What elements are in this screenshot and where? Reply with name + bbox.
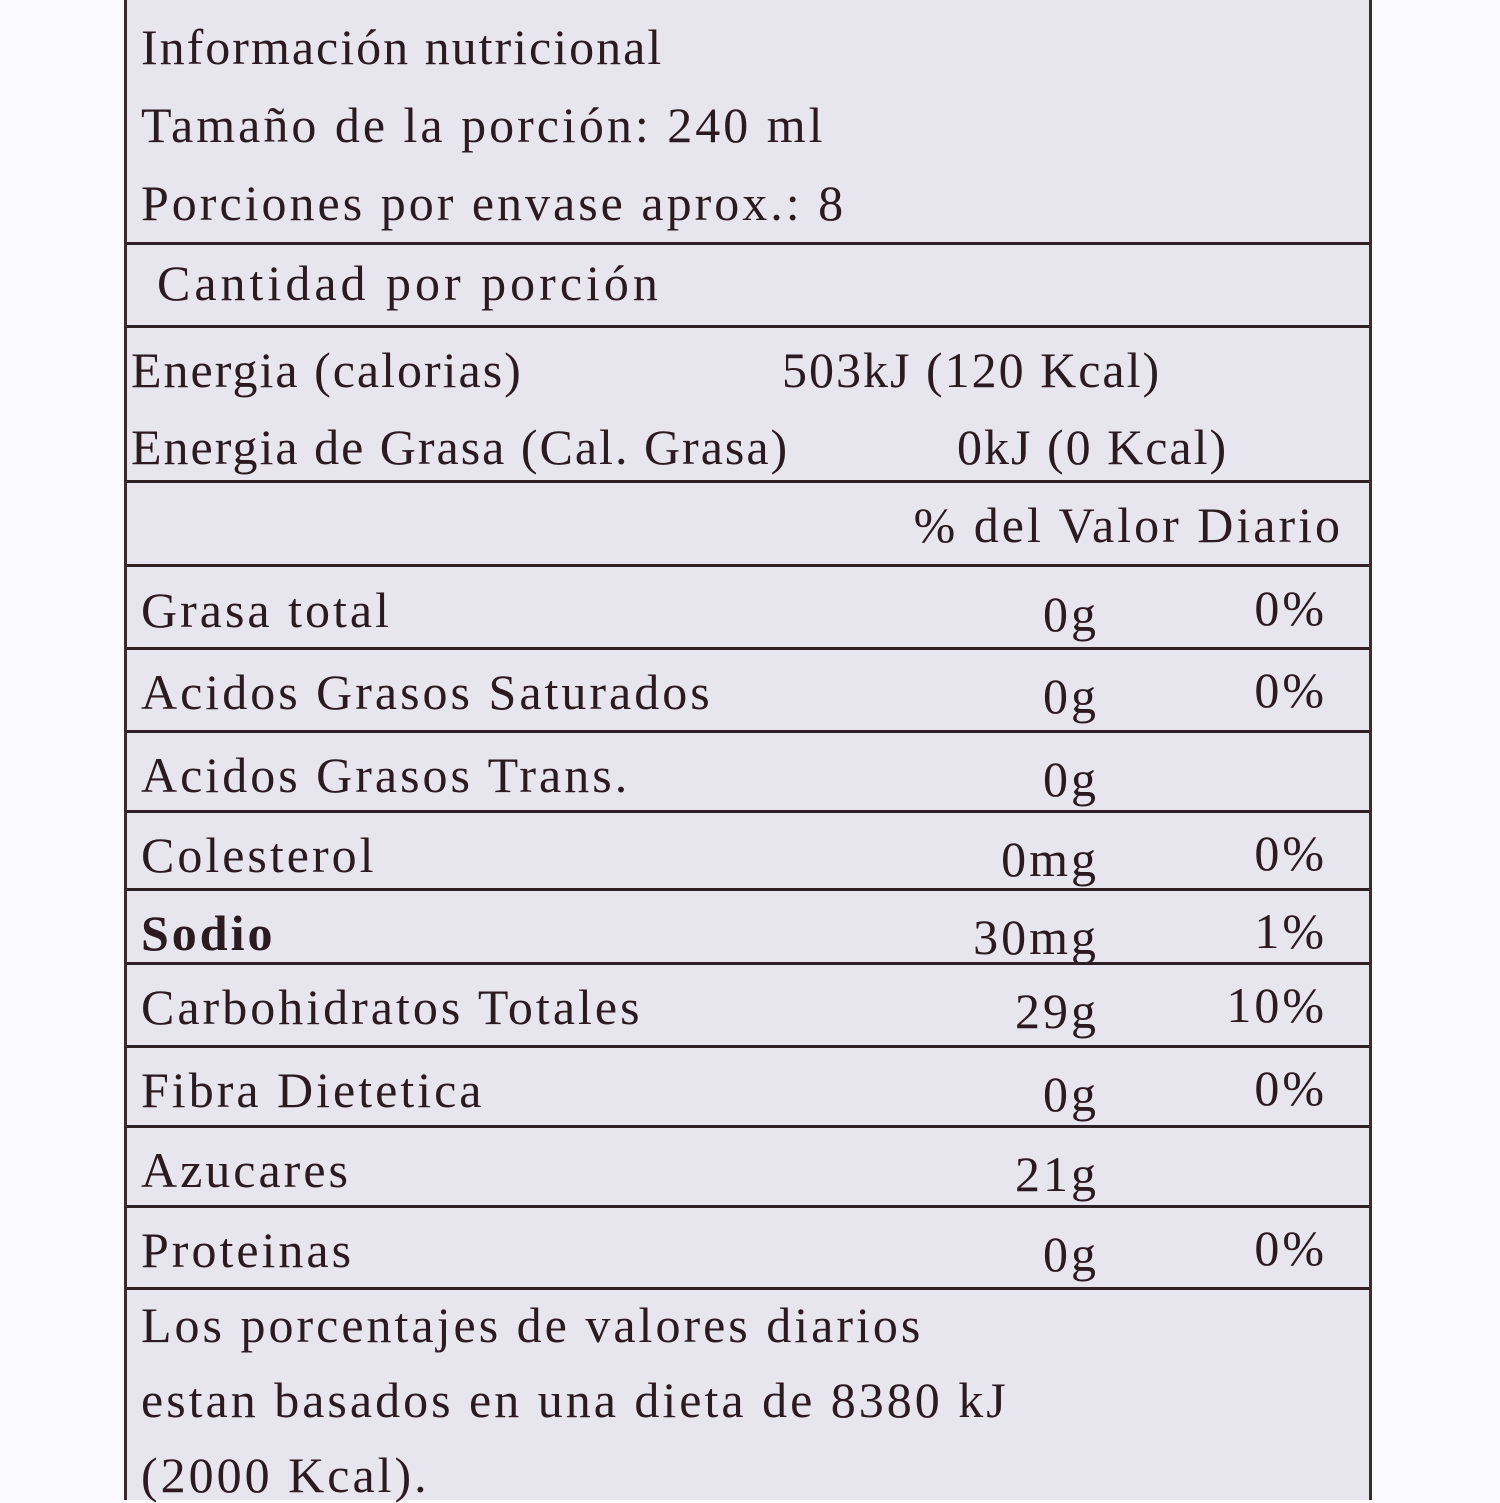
- nutrient-name: Acidos Grasos Trans.: [141, 747, 631, 803]
- nutrition-label: Información nutricional Tamaño de la por…: [124, 0, 1372, 1500]
- divider: [127, 962, 1369, 965]
- nutrient-name: Grasa total: [141, 582, 392, 638]
- nutrient-name: Sodio: [141, 905, 276, 961]
- divider: [127, 325, 1369, 328]
- nutrient-daily-value: 0%: [1254, 580, 1327, 636]
- nutrient-amount: 21g: [1015, 1146, 1099, 1202]
- nutrient-name: Carbohidratos Totales: [141, 979, 643, 1035]
- nutrient-daily-value: 0%: [1254, 1220, 1327, 1276]
- nutrient-amount: 30mg: [973, 909, 1099, 965]
- divider: [127, 647, 1369, 650]
- label-title: Información nutricional: [141, 19, 664, 75]
- nutrient-daily-value: 10%: [1226, 977, 1327, 1033]
- energy-value: 503kJ (120 Kcal): [782, 342, 1162, 398]
- nutrient-name: Proteinas: [141, 1222, 355, 1278]
- nutrient-amount: 0g: [1043, 1226, 1099, 1282]
- footnote-line: (2000 Kcal).: [141, 1447, 430, 1503]
- footnote-line: estan basados en una dieta de 8380 kJ: [141, 1372, 1009, 1428]
- nutrient-amount: 0g: [1043, 586, 1099, 642]
- divider: [127, 480, 1369, 483]
- nutrient-name: Colesterol: [141, 827, 377, 883]
- fat-energy-value: 0kJ (0 Kcal): [957, 419, 1229, 475]
- nutrient-amount: 29g: [1015, 983, 1099, 1039]
- footnote-line: Los porcentajes de valores diarios: [141, 1297, 924, 1353]
- nutrient-daily-value: 0%: [1254, 662, 1327, 718]
- nutrient-amount: 0g: [1043, 668, 1099, 724]
- daily-value-header: % del Valor Diario: [913, 497, 1343, 553]
- divider: [127, 730, 1369, 733]
- divider: [127, 888, 1369, 891]
- nutrient-name: Acidos Grasos Saturados: [141, 664, 713, 720]
- energy-label: Energia (calorias): [131, 342, 523, 398]
- divider: [127, 1205, 1369, 1208]
- amount-per-serving: Cantidad por porción: [157, 255, 662, 311]
- nutrient-amount: 0g: [1043, 751, 1099, 807]
- divider: [127, 1125, 1369, 1128]
- divider: [127, 810, 1369, 813]
- nutrient-name: Fibra Dietetica: [141, 1062, 485, 1118]
- divider: [127, 1287, 1369, 1290]
- nutrient-name: Azucares: [141, 1142, 351, 1198]
- serving-size: Tamaño de la porción: 240 ml: [141, 97, 826, 153]
- divider: [127, 564, 1369, 567]
- divider: [127, 242, 1369, 245]
- nutrient-daily-value: 0%: [1254, 825, 1327, 881]
- fat-energy-label: Energia de Grasa (Cal. Grasa): [131, 419, 790, 475]
- nutrient-amount: 0g: [1043, 1066, 1099, 1122]
- servings-per-container: Porciones por envase aprox.: 8: [141, 175, 847, 231]
- divider: [127, 1045, 1369, 1048]
- nutrient-daily-value: 1%: [1254, 903, 1327, 959]
- nutrient-daily-value: 0%: [1254, 1060, 1327, 1116]
- nutrient-amount: 0mg: [1001, 831, 1099, 887]
